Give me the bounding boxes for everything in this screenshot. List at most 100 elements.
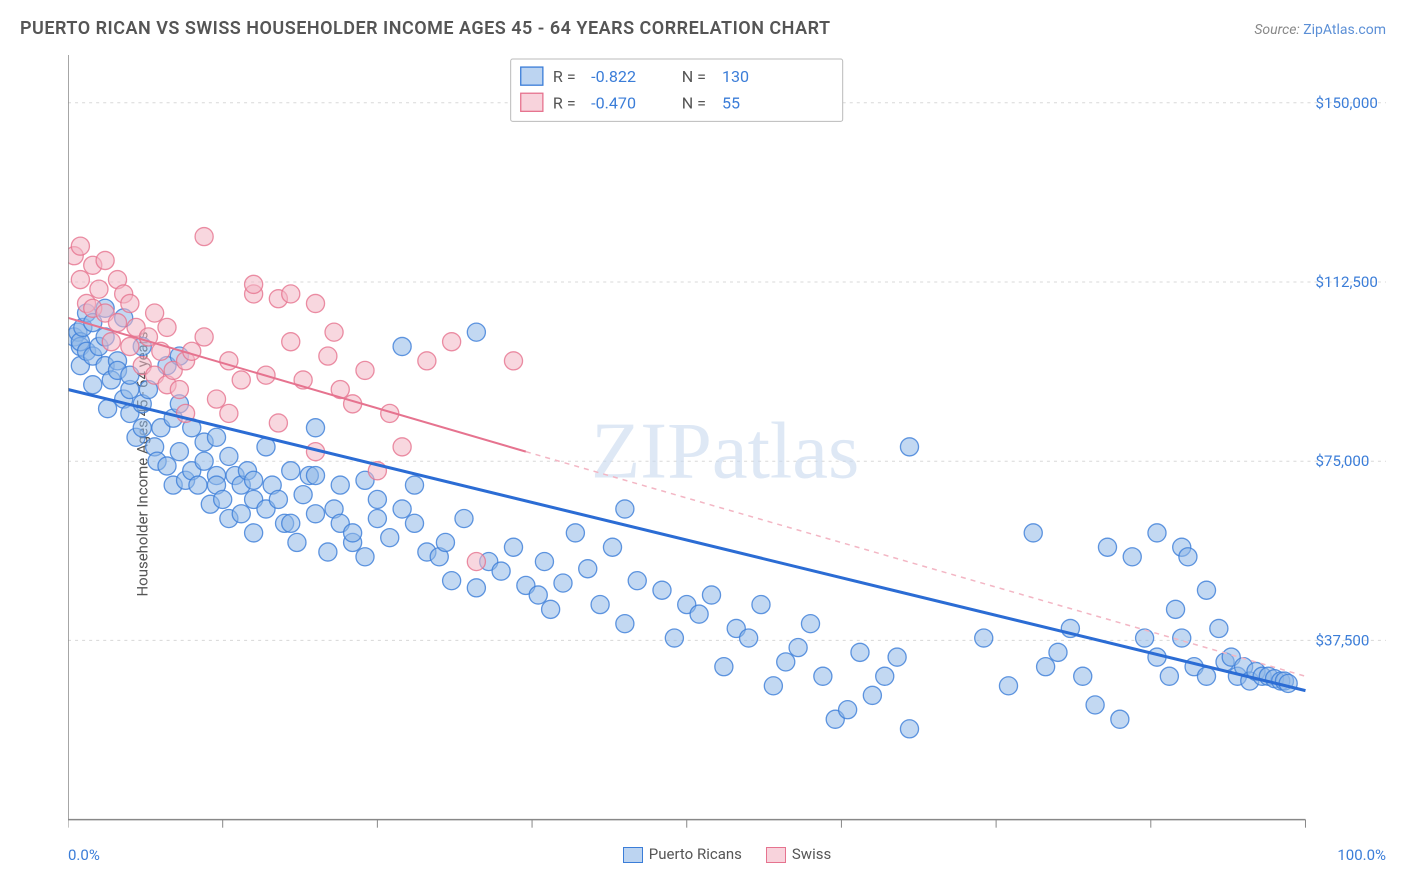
- data-point: [245, 471, 263, 489]
- data-point: [102, 333, 120, 351]
- chart-container: Householder Income Ages 45 - 64 years ZI…: [20, 55, 1386, 872]
- data-point: [665, 629, 683, 647]
- data-point: [245, 524, 263, 542]
- data-point: [393, 438, 411, 456]
- data-point: [554, 574, 572, 592]
- data-point: [504, 352, 522, 370]
- data-point: [368, 510, 386, 528]
- legend-label-0: Puerto Ricans: [649, 845, 742, 863]
- data-point: [876, 667, 894, 685]
- y-tick-label: $112,500: [1316, 273, 1378, 291]
- data-point: [579, 560, 597, 578]
- data-point: [170, 380, 188, 398]
- data-point: [1086, 696, 1104, 714]
- data-point: [839, 701, 857, 719]
- data-point: [393, 337, 411, 355]
- data-point: [975, 629, 993, 647]
- data-point: [591, 596, 609, 614]
- data-point: [764, 677, 782, 695]
- data-point: [1098, 538, 1116, 556]
- data-point: [306, 419, 324, 437]
- data-point: [1024, 524, 1042, 542]
- data-point: [195, 228, 213, 246]
- data-point: [801, 615, 819, 633]
- data-point: [71, 271, 89, 289]
- data-point: [1179, 548, 1197, 566]
- data-point: [356, 361, 374, 379]
- data-point: [368, 490, 386, 508]
- data-point: [443, 572, 461, 590]
- data-point: [288, 533, 306, 551]
- data-point: [90, 280, 108, 298]
- y-tick-label: $37,500: [1316, 631, 1370, 649]
- scatter-plot: ZIPatlas $37,500$75,000$112,500$150,000 …: [68, 55, 1386, 840]
- data-point: [999, 677, 1017, 695]
- data-point: [170, 443, 188, 461]
- data-point: [616, 615, 634, 633]
- source-attribution: Source: ZipAtlas.com: [1254, 22, 1386, 38]
- data-point: [220, 404, 238, 422]
- stat-r-value-1: -0.470: [591, 93, 636, 112]
- data-point: [356, 548, 374, 566]
- data-point: [690, 605, 708, 623]
- data-point: [702, 586, 720, 604]
- legend-item-swiss: Swiss: [766, 845, 831, 863]
- stat-n-value-1: 55: [722, 93, 740, 112]
- data-point: [96, 251, 114, 269]
- data-point: [566, 524, 584, 542]
- data-point: [715, 658, 733, 676]
- y-tick-label: $75,000: [1316, 452, 1370, 470]
- data-point: [542, 600, 560, 618]
- legend-label-1: Swiss: [792, 845, 831, 863]
- data-point: [282, 285, 300, 303]
- data-point: [282, 462, 300, 480]
- data-point: [1136, 629, 1154, 647]
- data-point: [232, 505, 250, 523]
- data-point: [900, 438, 918, 456]
- chart-title: PUERTO RICAN VS SWISS HOUSEHOLDER INCOME…: [20, 18, 831, 39]
- data-point: [1148, 524, 1166, 542]
- data-point: [436, 533, 454, 551]
- data-point: [195, 452, 213, 470]
- data-point: [405, 476, 423, 494]
- data-point: [331, 476, 349, 494]
- data-point: [189, 476, 207, 494]
- data-point: [504, 538, 522, 556]
- data-point: [1111, 710, 1129, 728]
- stat-r-label-1: R =: [553, 93, 576, 112]
- data-point: [207, 390, 225, 408]
- data-point: [108, 314, 126, 332]
- data-point: [777, 653, 795, 671]
- data-point: [467, 323, 485, 341]
- data-point: [232, 371, 250, 389]
- data-point: [814, 667, 832, 685]
- data-point: [306, 505, 324, 523]
- data-point: [467, 579, 485, 597]
- data-point: [1210, 619, 1228, 637]
- data-point: [443, 333, 461, 351]
- stat-n-label-0: N =: [682, 67, 706, 86]
- data-point: [306, 294, 324, 312]
- data-point: [319, 347, 337, 365]
- data-point: [71, 237, 89, 255]
- data-point: [1197, 581, 1215, 599]
- data-point: [863, 686, 881, 704]
- data-point: [319, 543, 337, 561]
- data-point: [752, 596, 770, 614]
- y-tick-label: $150,000: [1316, 94, 1378, 112]
- data-point: [789, 639, 807, 657]
- data-point: [616, 500, 634, 518]
- x-ticks: [68, 820, 1305, 828]
- data-point: [84, 376, 102, 394]
- data-point: [1037, 658, 1055, 676]
- data-point: [99, 400, 117, 418]
- data-point: [740, 629, 758, 647]
- data-point: [653, 581, 671, 599]
- data-point: [405, 514, 423, 532]
- data-point: [306, 466, 324, 484]
- data-point: [851, 643, 869, 661]
- data-point: [344, 524, 362, 542]
- data-point: [1166, 600, 1184, 618]
- source-value: ZipAtlas.com: [1303, 22, 1386, 38]
- data-point: [146, 304, 164, 322]
